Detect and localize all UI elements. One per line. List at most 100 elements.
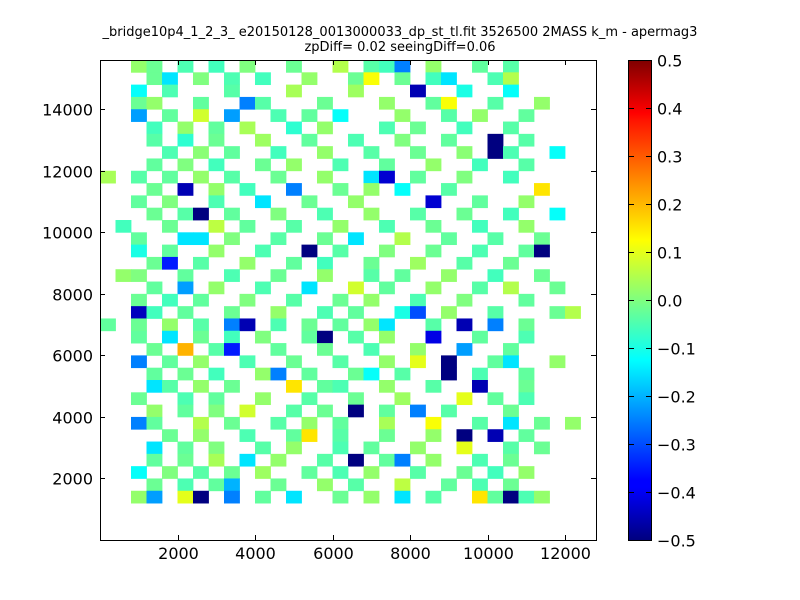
heatmap-cell <box>177 183 194 196</box>
heatmap-cell <box>441 109 457 122</box>
heatmap-cell <box>518 293 535 307</box>
heatmap-cell <box>332 183 349 196</box>
heatmap-cell <box>162 72 178 86</box>
heatmap-cell <box>255 133 271 147</box>
heatmap-cell <box>394 306 411 319</box>
heatmap-cell <box>286 404 302 418</box>
heatmap-cell <box>456 343 473 356</box>
heatmap-cell <box>363 293 380 307</box>
heatmap-cell <box>456 121 473 135</box>
heatmap-cell <box>162 84 178 98</box>
heatmap-cell <box>270 170 287 184</box>
heatmap-cell <box>363 466 380 479</box>
heatmap-cell <box>131 232 147 246</box>
heatmap-cell <box>472 478 488 492</box>
heatmap-cell <box>348 232 364 246</box>
heatmap-cell <box>410 355 426 369</box>
heatmap-cell <box>301 109 318 122</box>
heatmap-cell <box>456 318 473 332</box>
heatmap-cell <box>146 367 163 381</box>
heatmap-cell <box>332 293 349 307</box>
heatmap-cell <box>146 60 163 73</box>
heatmap-cell <box>239 318 256 332</box>
colorbar-tick-label: −0.5 <box>657 532 696 551</box>
heatmap-cell <box>131 195 147 209</box>
heatmap-cell <box>363 146 380 159</box>
heatmap-cell <box>472 158 488 172</box>
heatmap-cell <box>162 318 178 332</box>
heatmap-cell <box>472 281 488 295</box>
heatmap-cell <box>255 158 271 172</box>
heatmap-cell <box>208 244 225 258</box>
heatmap-cell <box>379 404 395 418</box>
heatmap-cell <box>146 404 163 418</box>
heatmap-cell <box>518 109 535 122</box>
heatmap-cell <box>487 318 504 332</box>
heatmap-cell <box>224 380 240 393</box>
heatmap-cell <box>270 269 287 282</box>
heatmap-cell <box>301 367 318 381</box>
heatmap-cell <box>425 220 442 233</box>
heatmap-cell <box>549 281 566 295</box>
heatmap-cell <box>518 429 535 442</box>
heatmap-cell <box>286 293 302 307</box>
heatmap-cell <box>379 170 395 184</box>
heatmap-cell <box>425 416 442 430</box>
heatmap-cell <box>146 380 163 393</box>
heatmap-cell <box>131 416 147 430</box>
heatmap-cell <box>131 293 147 307</box>
heatmap-cell <box>131 244 147 258</box>
heatmap-cell <box>208 392 225 406</box>
heatmap-cell <box>224 207 240 221</box>
heatmap-cell <box>332 109 349 122</box>
heatmap-cell <box>301 318 318 332</box>
heatmap-cell <box>270 343 287 356</box>
heatmap-cell <box>394 60 411 73</box>
heatmap-cell <box>286 380 302 393</box>
heatmap-cell <box>255 392 271 406</box>
heatmap-cell <box>286 60 302 73</box>
heatmap-cell <box>239 96 256 110</box>
heatmap-cell <box>301 330 318 344</box>
heatmap-cell <box>379 330 395 344</box>
heatmap-cell <box>332 490 349 504</box>
heatmap-cell <box>286 490 302 504</box>
heatmap-cell <box>146 478 163 492</box>
heatmap-cell <box>379 158 395 172</box>
heatmap-cell <box>410 207 426 221</box>
heatmap-cell <box>394 183 411 196</box>
y-tick-label: 4000 <box>52 409 93 428</box>
heatmap-cell <box>270 367 287 381</box>
heatmap-cell <box>549 146 566 159</box>
heatmap-cell <box>131 330 147 344</box>
heatmap-cell <box>100 318 116 332</box>
heatmap-cell <box>503 416 519 430</box>
x-tick-label: 10000 <box>463 544 514 563</box>
heatmap-cell <box>456 170 473 184</box>
heatmap-cell <box>193 232 209 246</box>
heatmap-cell <box>363 256 380 270</box>
colorbar-tick-label: 0.4 <box>657 100 682 119</box>
heatmap-cell <box>317 453 333 467</box>
heatmap-cell <box>224 490 240 504</box>
heatmap-cell <box>255 72 271 86</box>
heatmap-cell <box>472 220 488 233</box>
heatmap-cell <box>286 158 302 172</box>
heatmap-cell <box>131 269 147 282</box>
heatmap-cell <box>208 281 225 295</box>
heatmap-cell <box>332 158 349 172</box>
x-tick-label: 4000 <box>235 544 276 563</box>
heatmap-cell <box>348 330 364 344</box>
heatmap-cell <box>146 256 163 270</box>
heatmap-cell <box>363 183 380 196</box>
heatmap-cell <box>177 343 194 356</box>
heatmap-cell <box>363 490 380 504</box>
heatmap-cell <box>503 478 519 492</box>
heatmap-cell <box>534 244 550 258</box>
heatmap-cell <box>565 416 581 430</box>
heatmap-cell <box>472 490 488 504</box>
heatmap-cell <box>394 109 411 122</box>
heatmap-cell <box>301 281 318 295</box>
heatmap-cell <box>363 72 380 86</box>
heatmap-cell <box>379 121 395 135</box>
